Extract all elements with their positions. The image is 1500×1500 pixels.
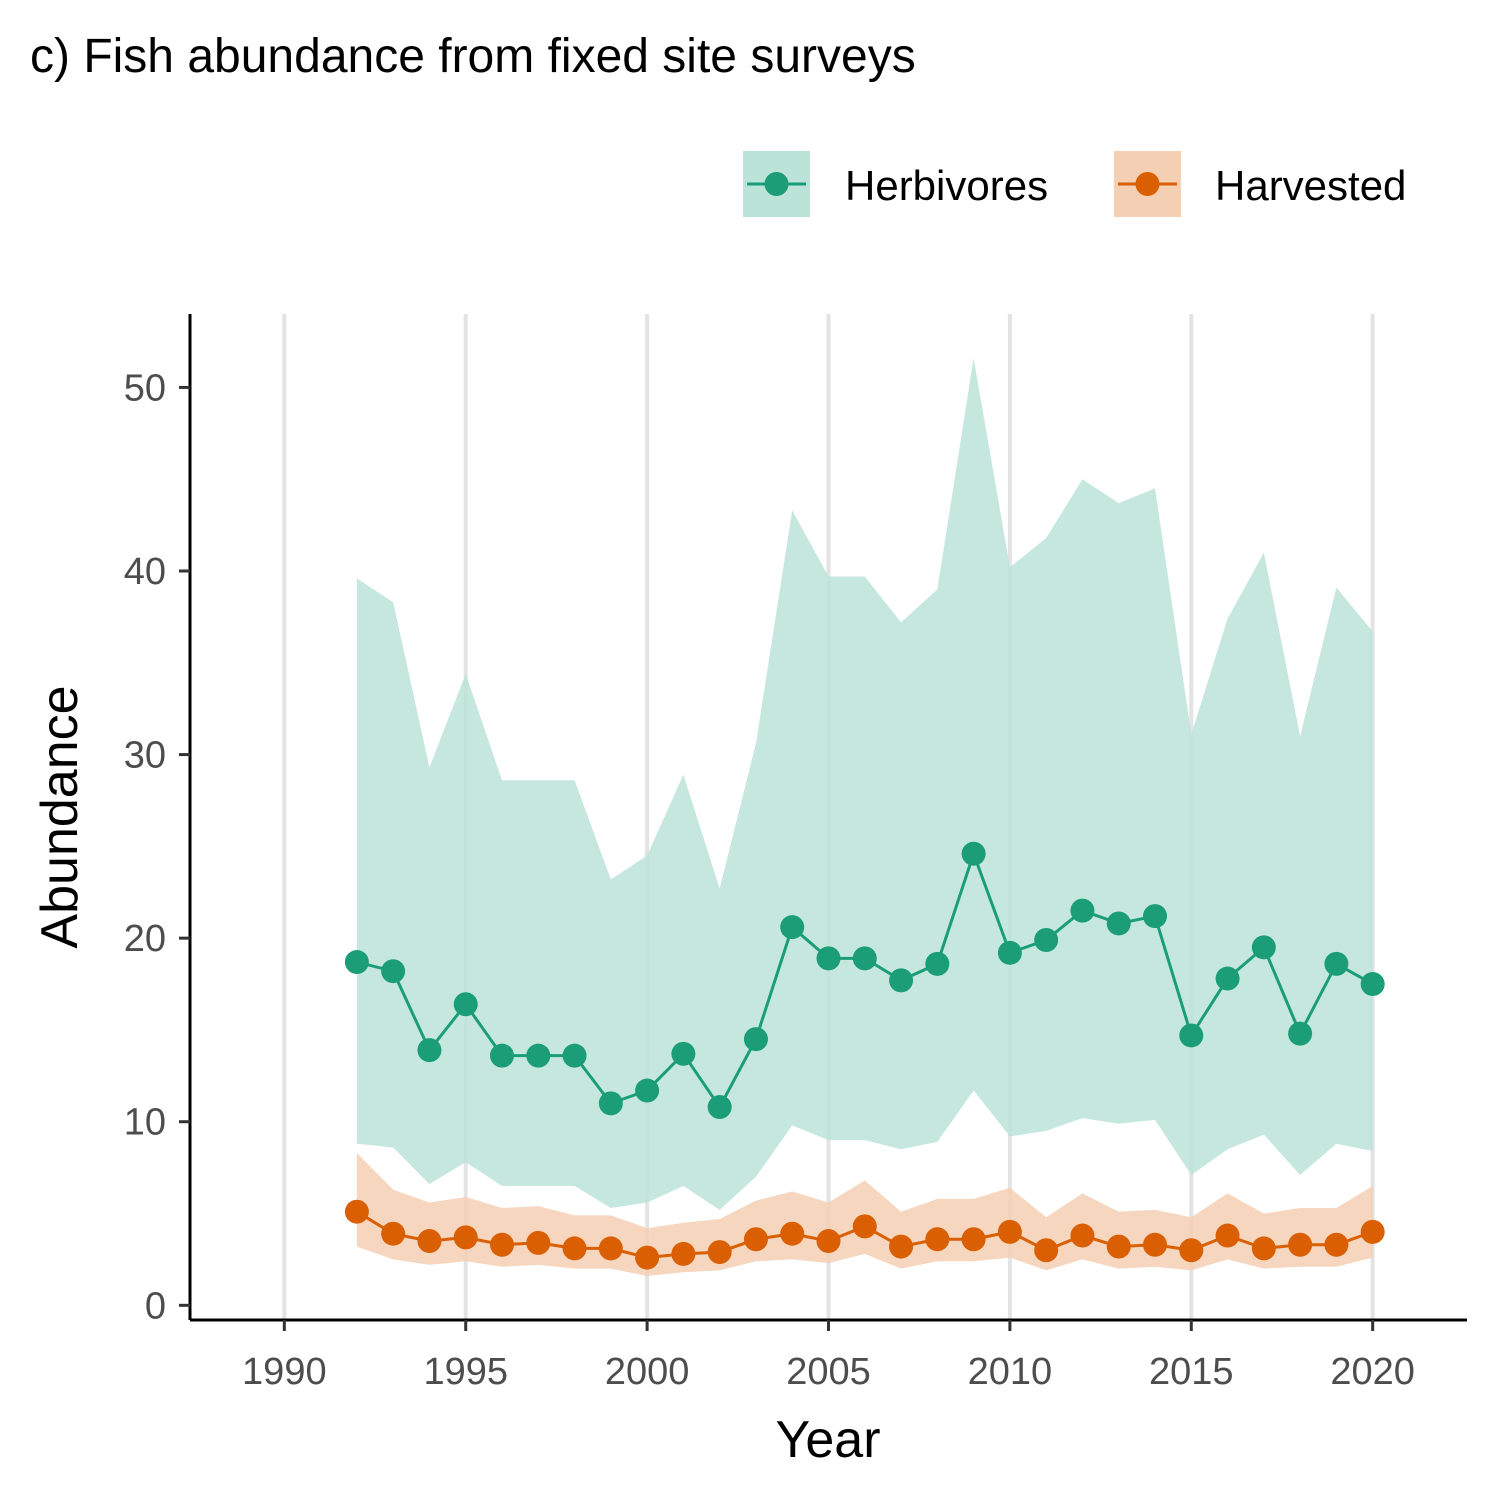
harvested-point-2013 [1106,1234,1131,1259]
harvested-point-2008 [925,1227,950,1252]
herbivores-point-1998 [562,1043,587,1068]
harvested-point-2015 [1179,1238,1204,1263]
y-axis-title: Abundance [31,685,89,948]
axes: 1990 1995 2000 2005 2010 2015 2020 0 10 20 30 40 50 [124,314,1467,1393]
harvested-point-2014 [1143,1232,1168,1257]
harvested-point-2004 [780,1221,805,1246]
harvested-point-1996 [489,1232,514,1257]
harvested-point-2020 [1360,1219,1385,1244]
herbivores-point-2020 [1360,972,1385,997]
y-axis-ticks: 0 10 20 30 40 50 [124,367,190,1327]
harvested-point-1994 [417,1229,442,1254]
harvested-point-1999 [598,1236,623,1261]
herbivores-point-2011 [1034,927,1059,952]
x-tick-label-1990: 1990 [242,1351,327,1393]
harvested-point-2003 [743,1227,768,1252]
legend-item-harvested: Harvested [1114,151,1406,217]
herbivores-point-1994 [417,1038,442,1063]
legend-point-herbivores [764,172,789,196]
herbivores-point-1996 [489,1043,514,1068]
herbivores-point-2003 [743,1027,768,1052]
harvested-point-2019 [1324,1232,1349,1257]
chart-title: c) Fish abundance from fixed site survey… [30,30,916,83]
legend-label-herbivores: Herbivores [845,162,1048,209]
herbivores-point-2016 [1215,966,1240,991]
y-tick-label-40: 40 [124,551,166,593]
harvested-point-2011 [1034,1238,1059,1263]
harvested-point-2016 [1215,1223,1240,1248]
x-axis-ticks: 1990 1995 2000 2005 2010 2015 2020 [242,1320,1415,1393]
x-tick-label-2015: 2015 [1149,1351,1234,1393]
harvested-point-2005 [816,1229,841,1254]
x-axis-title: Year [775,1411,880,1469]
herbivores-point-2017 [1251,935,1276,960]
harvested-point-2012 [1070,1223,1095,1248]
x-tick-label-2000: 2000 [605,1351,690,1393]
harvested-point-2009 [961,1227,986,1252]
herbivores-point-1999 [598,1091,623,1116]
herbivores-point-1993 [381,959,406,984]
herbivores-ribbon [356,358,1373,1210]
herbivores-point-2010 [997,940,1022,965]
harvested-point-2010 [997,1219,1022,1244]
herbivores-point-2007 [889,968,914,993]
x-tick-label-2010: 2010 [968,1351,1053,1393]
legend-item-herbivores: Herbivores [743,151,1048,217]
herbivores-point-2018 [1288,1021,1313,1046]
herbivores-point-2013 [1106,911,1131,936]
herbivores-point-2005 [816,946,841,971]
x-tick-label-1995: 1995 [423,1351,508,1393]
legend: Herbivores Harvested [743,151,1406,217]
harvested-point-2002 [707,1240,732,1265]
herbivores-point-2009 [961,841,986,866]
harvested-point-2007 [889,1234,914,1259]
harvested-point-2017 [1251,1236,1276,1261]
herbivores-point-2008 [925,951,950,976]
harvested-point-1998 [562,1236,587,1261]
herbivores-point-2006 [852,946,877,971]
y-tick-label-30: 30 [124,735,166,777]
y-tick-label-0: 0 [145,1285,166,1327]
plot-area [282,314,1385,1320]
harvested-point-2000 [635,1245,660,1270]
harvested-point-2001 [671,1241,696,1266]
herbivores-point-2001 [671,1041,696,1066]
herbivores-point-1995 [453,992,478,1017]
harvested-point-2006 [852,1214,877,1239]
herbivores-point-1997 [526,1043,551,1068]
y-tick-label-20: 20 [124,918,166,960]
herbivores-point-2012 [1070,898,1095,923]
y-tick-label-50: 50 [124,367,166,409]
herbivores-point-2014 [1143,904,1168,929]
herbivores-point-2002 [707,1095,732,1120]
harvested-point-1992 [344,1199,369,1224]
series-points [344,841,1385,1270]
x-tick-label-2005: 2005 [786,1351,871,1393]
herbivores-point-2015 [1179,1023,1204,1048]
legend-label-harvested: Harvested [1215,162,1406,209]
harvested-point-1995 [453,1225,478,1250]
harvested-point-1993 [381,1221,406,1246]
legend-point-harvested [1135,172,1160,196]
confidence-ribbons [356,358,1373,1276]
harvested-point-1997 [526,1230,551,1255]
y-tick-label-10: 10 [124,1102,166,1144]
herbivores-point-2000 [635,1078,660,1103]
herbivores-point-2004 [780,915,805,940]
x-tick-label-2020: 2020 [1330,1351,1415,1393]
herbivores-point-1992 [344,950,369,975]
harvested-point-2018 [1288,1232,1313,1257]
herbivores-point-2019 [1324,951,1349,976]
